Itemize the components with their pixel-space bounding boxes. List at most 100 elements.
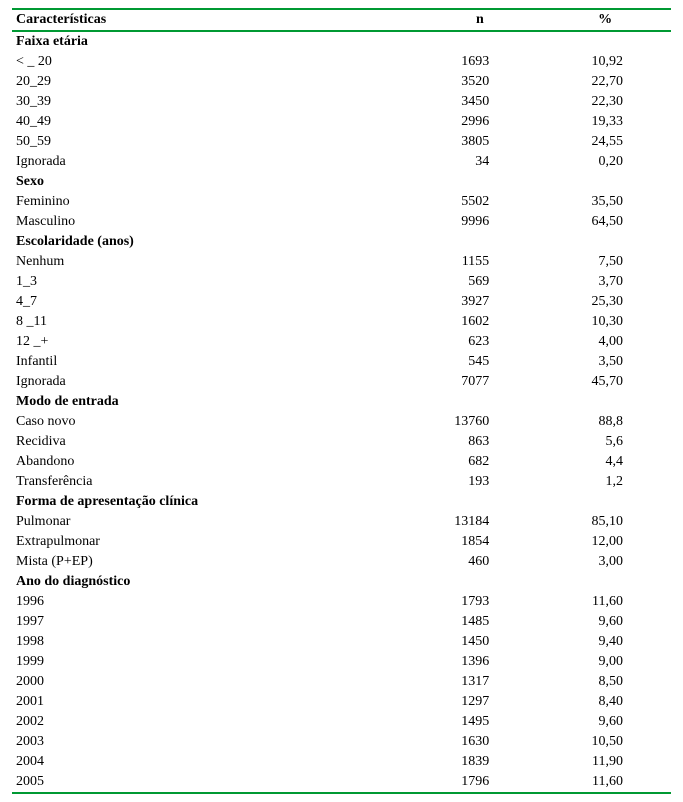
row-label: 8 _11: [12, 312, 421, 332]
section-title: Faixa etária: [12, 31, 671, 52]
table-row: Recidiva8635,6: [12, 432, 671, 452]
row-n-value: 13760: [421, 412, 540, 432]
row-pct-value: 9,00: [539, 652, 671, 672]
row-pct-value: 11,60: [539, 772, 671, 793]
row-pct-value: 4,4: [539, 452, 671, 472]
row-n-value: 1602: [421, 312, 540, 332]
table-row: Feminino550235,50: [12, 192, 671, 212]
row-pct-value: 9,60: [539, 612, 671, 632]
row-pct-value: 9,40: [539, 632, 671, 652]
row-n-value: 9996: [421, 212, 540, 232]
row-pct-value: 0,20: [539, 152, 671, 172]
table-row: 200214959,60: [12, 712, 671, 732]
section-header-row: Forma de apresentação clínica: [12, 492, 671, 512]
row-pct-value: 7,50: [539, 252, 671, 272]
row-n-value: 623: [421, 332, 540, 352]
row-n-value: 3450: [421, 92, 540, 112]
section-header-row: Sexo: [12, 172, 671, 192]
row-label: Masculino: [12, 212, 421, 232]
row-label: 1_3: [12, 272, 421, 292]
table-row: Masculino999664,50: [12, 212, 671, 232]
row-label: Abandono: [12, 452, 421, 472]
row-n-value: 1297: [421, 692, 540, 712]
row-pct-value: 22,70: [539, 72, 671, 92]
row-label: 2003: [12, 732, 421, 752]
row-pct-value: 24,55: [539, 132, 671, 152]
row-pct-value: 85,10: [539, 512, 671, 532]
table-row: 20_29352022,70: [12, 72, 671, 92]
table-body: Faixa etária< _ 20169310,9220_29352022,7…: [12, 31, 671, 793]
row-n-value: 193: [421, 472, 540, 492]
characteristics-table: Características n % Faixa etária< _ 2016…: [12, 8, 671, 794]
row-n-value: 1630: [421, 732, 540, 752]
row-pct-value: 64,50: [539, 212, 671, 232]
row-pct-value: 8,40: [539, 692, 671, 712]
row-label: 30_39: [12, 92, 421, 112]
row-label: 1999: [12, 652, 421, 672]
row-n-value: 7077: [421, 372, 540, 392]
section-title: Forma de apresentação clínica: [12, 492, 671, 512]
row-label: 2002: [12, 712, 421, 732]
table-row: 200013178,50: [12, 672, 671, 692]
table-row: Infantil5453,50: [12, 352, 671, 372]
row-pct-value: 45,70: [539, 372, 671, 392]
table-row: 199913969,00: [12, 652, 671, 672]
row-label: 2001: [12, 692, 421, 712]
row-pct-value: 8,50: [539, 672, 671, 692]
row-n-value: 1793: [421, 592, 540, 612]
section-title: Escolaridade (anos): [12, 232, 671, 252]
section-header-row: Faixa etária: [12, 31, 671, 52]
row-pct-value: 11,60: [539, 592, 671, 612]
section-header-row: Modo de entrada: [12, 392, 671, 412]
section-header-row: Ano do diagnóstico: [12, 572, 671, 592]
row-pct-value: 1,2: [539, 472, 671, 492]
table-row: 40_49299619,33: [12, 112, 671, 132]
section-title: Ano do diagnóstico: [12, 572, 671, 592]
table-row: Nenhum11557,50: [12, 252, 671, 272]
row-pct-value: 9,60: [539, 712, 671, 732]
row-pct-value: 10,30: [539, 312, 671, 332]
row-label: Transferência: [12, 472, 421, 492]
row-label: 12 _+: [12, 332, 421, 352]
row-pct-value: 3,50: [539, 352, 671, 372]
row-label: 50_59: [12, 132, 421, 152]
row-label: Ignorada: [12, 152, 421, 172]
table-row: Extrapulmonar185412,00: [12, 532, 671, 552]
table-row: 1996179311,60: [12, 592, 671, 612]
row-n-value: 569: [421, 272, 540, 292]
row-label: Caso novo: [12, 412, 421, 432]
row-n-value: 1839: [421, 752, 540, 772]
row-n-value: 1485: [421, 612, 540, 632]
row-pct-value: 12,00: [539, 532, 671, 552]
row-label: 1998: [12, 632, 421, 652]
row-n-value: 1396: [421, 652, 540, 672]
table-row: Ignorada340,20: [12, 152, 671, 172]
table-header-row: Características n %: [12, 9, 671, 31]
table-row: Ignorada707745,70: [12, 372, 671, 392]
table-row: < _ 20169310,92: [12, 52, 671, 72]
row-label: 2000: [12, 672, 421, 692]
row-n-value: 5502: [421, 192, 540, 212]
row-label: Ignorada: [12, 372, 421, 392]
column-header-pct: %: [539, 9, 671, 31]
table-row: 200112978,40: [12, 692, 671, 712]
row-label: Feminino: [12, 192, 421, 212]
row-n-value: 1796: [421, 772, 540, 793]
row-label: 1997: [12, 612, 421, 632]
row-label: 2005: [12, 772, 421, 793]
table-row: 50_59380524,55: [12, 132, 671, 152]
column-header-n: n: [421, 9, 540, 31]
row-n-value: 1854: [421, 532, 540, 552]
table-row: 2004183911,90: [12, 752, 671, 772]
row-n-value: 1495: [421, 712, 540, 732]
row-label: 4_7: [12, 292, 421, 312]
row-label: Infantil: [12, 352, 421, 372]
section-title: Modo de entrada: [12, 392, 671, 412]
row-label: Nenhum: [12, 252, 421, 272]
row-n-value: 13184: [421, 512, 540, 532]
table-row: 199714859,60: [12, 612, 671, 632]
table-row: 8 _11160210,30: [12, 312, 671, 332]
row-pct-value: 10,50: [539, 732, 671, 752]
row-n-value: 1693: [421, 52, 540, 72]
row-label: 2004: [12, 752, 421, 772]
